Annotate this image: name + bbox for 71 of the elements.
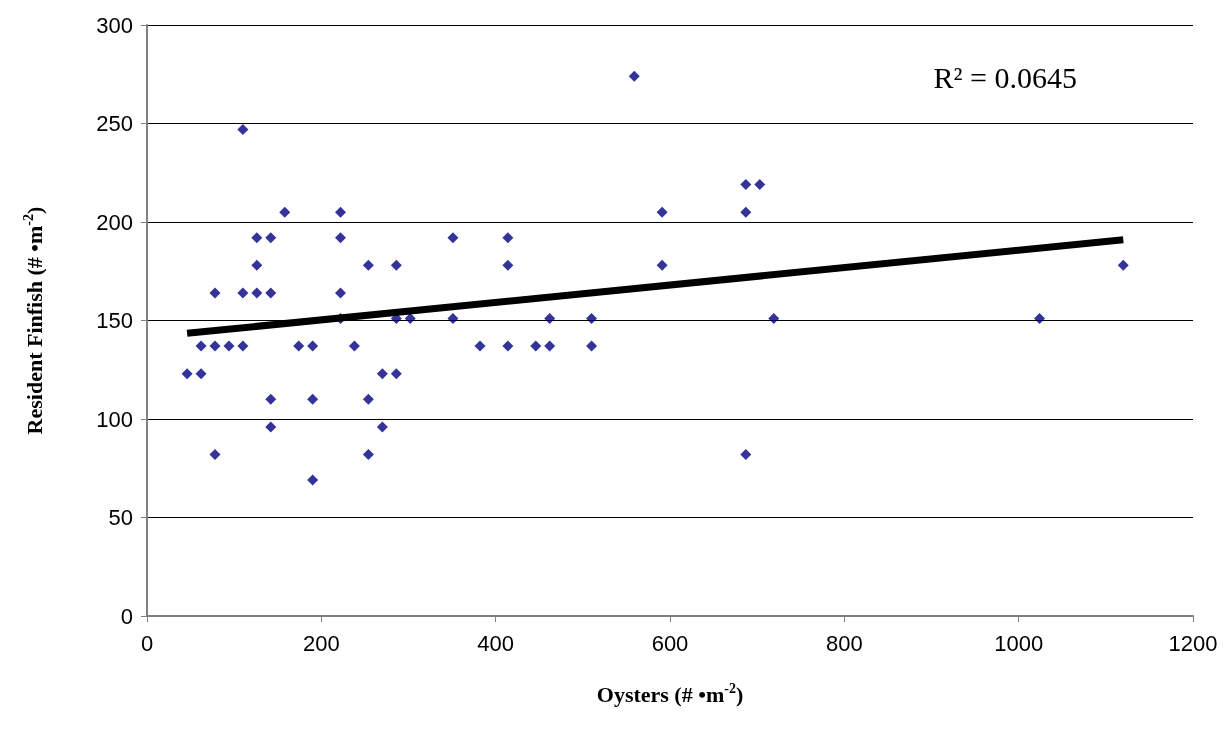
point xyxy=(404,313,416,325)
point xyxy=(348,340,360,352)
point xyxy=(362,393,374,405)
point xyxy=(754,179,766,191)
point xyxy=(251,287,263,299)
annotation: R² = 0.0645 xyxy=(933,60,1078,94)
point xyxy=(390,368,402,380)
y-tick-label: 150 xyxy=(96,308,133,333)
y-tick-label: 250 xyxy=(96,111,133,136)
y-axis-title: Resident Finfish (# •m-2) xyxy=(20,206,47,435)
x-tick-label: 0 xyxy=(140,630,154,656)
point xyxy=(237,287,249,299)
point xyxy=(768,313,780,325)
point xyxy=(335,232,347,244)
point xyxy=(376,368,388,380)
point xyxy=(740,448,752,460)
point xyxy=(502,259,514,271)
x-tick-label: 400 xyxy=(477,630,515,656)
x-tick-label: 1000 xyxy=(994,630,1044,656)
y-tick-label: 0 xyxy=(120,603,133,629)
point xyxy=(586,313,598,325)
point xyxy=(251,232,263,244)
point xyxy=(195,340,207,352)
x-tick-label: 200 xyxy=(302,630,340,656)
point xyxy=(656,259,668,271)
point xyxy=(237,340,249,352)
point xyxy=(474,340,486,352)
point xyxy=(376,421,388,433)
point xyxy=(544,340,556,352)
point xyxy=(307,340,319,352)
point xyxy=(390,259,402,271)
point xyxy=(209,448,221,460)
point xyxy=(1117,259,1129,271)
x-tick-label: 600 xyxy=(651,630,689,656)
point xyxy=(265,232,277,244)
point xyxy=(265,421,277,433)
x-tick-label: 800 xyxy=(825,630,863,656)
point xyxy=(1034,313,1046,325)
point xyxy=(307,474,319,486)
point xyxy=(447,232,459,244)
point xyxy=(195,368,207,380)
point xyxy=(628,70,640,82)
point xyxy=(293,340,305,352)
point xyxy=(335,287,347,299)
point xyxy=(656,206,668,218)
point xyxy=(447,313,459,325)
point xyxy=(307,393,319,405)
y-tick-label: 200 xyxy=(96,209,133,235)
point xyxy=(251,259,263,271)
point xyxy=(279,206,291,218)
point xyxy=(544,313,556,325)
point xyxy=(502,340,514,352)
point xyxy=(335,206,347,218)
point xyxy=(362,259,374,271)
point xyxy=(530,340,542,352)
x-tick-label: 1200 xyxy=(1168,630,1218,656)
point xyxy=(237,123,249,135)
y-tick-label: 100 xyxy=(96,406,133,432)
point xyxy=(740,206,752,218)
point xyxy=(362,448,374,460)
point xyxy=(586,340,598,352)
point xyxy=(223,340,235,352)
y-tick-label: 300 xyxy=(96,12,133,38)
point xyxy=(740,179,752,191)
point xyxy=(181,368,193,380)
point xyxy=(209,287,221,299)
point xyxy=(265,287,277,299)
point xyxy=(265,393,277,405)
y-tick-label: 50 xyxy=(108,505,133,530)
point xyxy=(209,340,221,352)
point xyxy=(502,232,514,244)
